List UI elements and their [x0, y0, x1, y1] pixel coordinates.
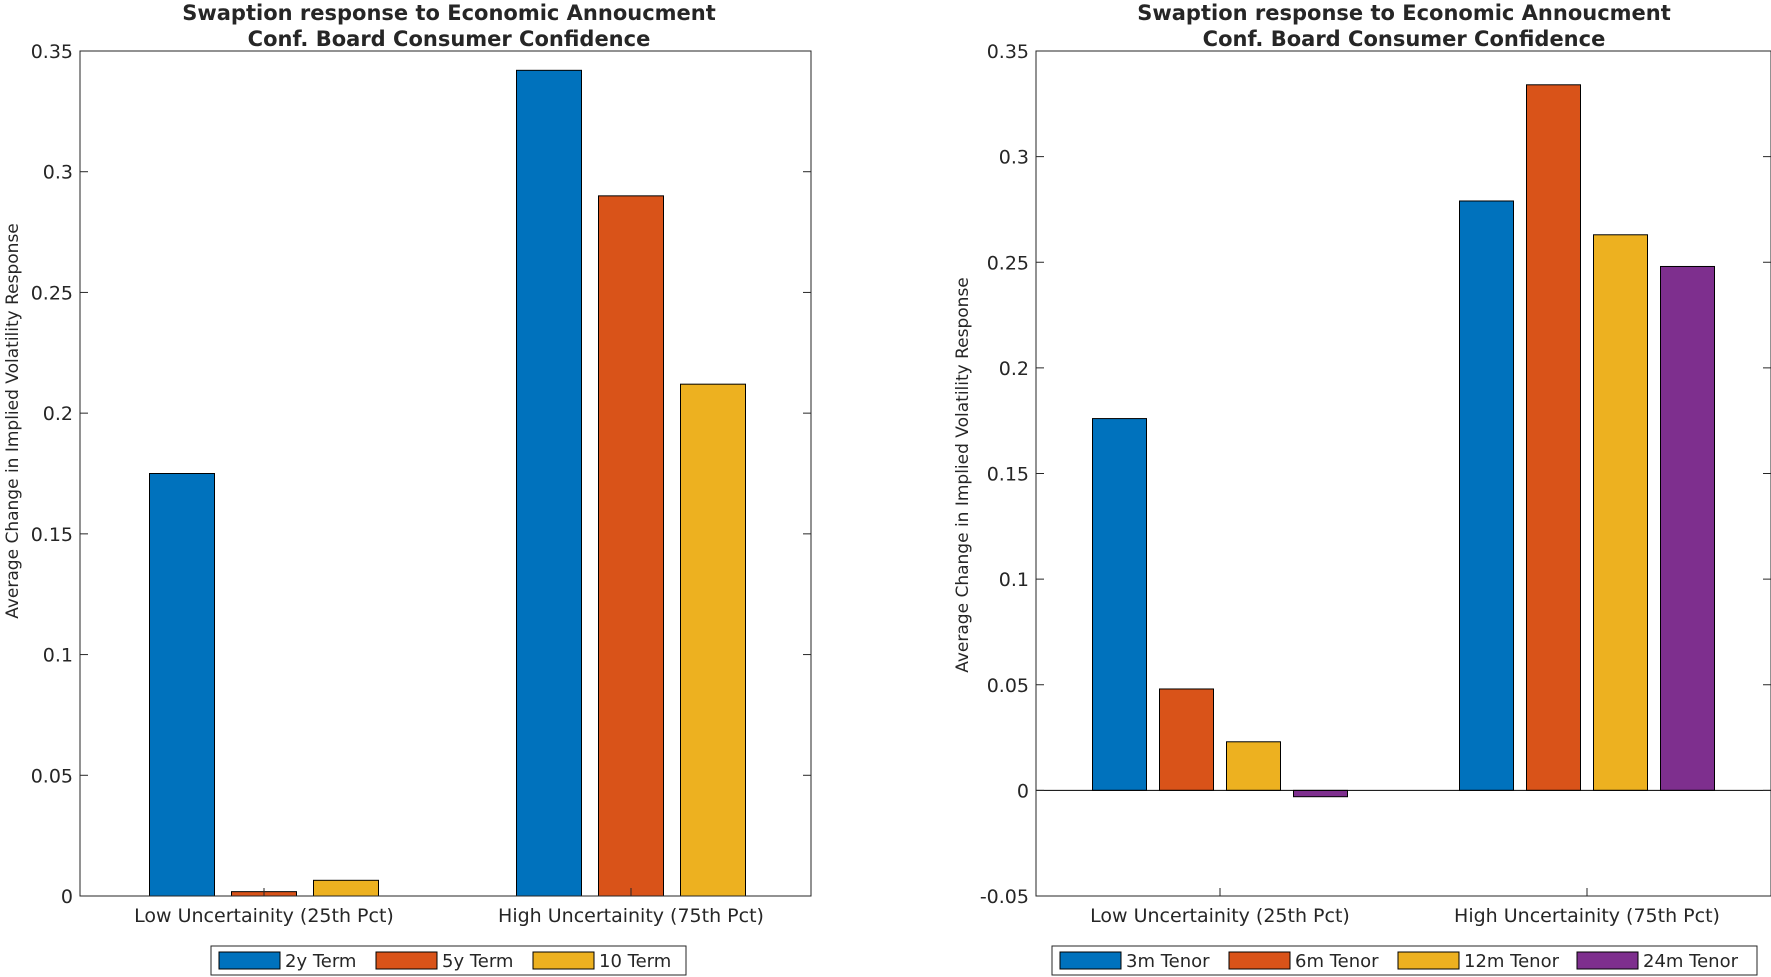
chart-right-legend-label-24m-tenor: 24m Tenor [1643, 951, 1739, 972]
chart-right-legend-label-6m-tenor: 6m Tenor [1295, 951, 1379, 972]
chart-right-bar-6m-tenor-low [1159, 688, 1214, 791]
chart-right-legend-label-3m-tenor: 3m Tenor [1126, 951, 1210, 972]
chart-right-y-ticks: -0.05 0 0.05 0.1 0.15 0.2 0.25 0.3 0.35 [980, 41, 1771, 908]
chart-right-bars [1092, 84, 1715, 798]
chart-right-bar-3m-tenor-high [1459, 200, 1514, 791]
chart-right-y-tick-label: 0.05 [987, 675, 1029, 697]
chart-left-y-ticks: 0 0.05 0.1 0.15 0.2 0.25 0.3 0.35 [31, 41, 811, 908]
chart-right-y-tick-label: 0.35 [987, 41, 1029, 63]
chart-left-bar-2y-term-high [516, 69, 582, 897]
chart-right-y-tick-label: 0.25 [987, 252, 1029, 274]
chart-right-bar-3m-tenor-low [1092, 418, 1147, 791]
chart-right-bar-24m-tenor-high [1660, 265, 1715, 791]
chart-right-y-tick-label: 0.15 [987, 464, 1029, 486]
chart-left-y-tick-label: 0.25 [31, 282, 73, 304]
chart-left-y-tick-label: 0.15 [31, 524, 73, 546]
chart-right-title-line2: Conf. Board Consumer Confidence [1203, 27, 1606, 51]
chart-right-y-tick-label: 0 [1017, 780, 1029, 802]
chart-left-title-line1: Swaption response to Economic Annoucment [182, 1, 716, 25]
chart-left-legend-label-5y-term: 5y Term [442, 951, 513, 972]
chart-right-bar-12m-tenor-high [1593, 234, 1648, 791]
chart-left-y-tick-label: 0 [61, 886, 73, 908]
chart-right-bar-12m-tenor-low [1226, 741, 1281, 791]
chart-right-y-tick-label: -0.05 [980, 886, 1029, 908]
chart-right-y-tick-label: 0.3 [999, 147, 1029, 169]
chart-left-y-tick-label: 0.1 [43, 645, 73, 667]
chart-right-category-label-low: Low Uncertainity (25th Pct) [1090, 905, 1350, 927]
chart-right-y-axis-label: Average Change in Implied Volatility Res… [953, 277, 973, 673]
chart-left-bar-5y-term-high [598, 195, 664, 897]
chart-right-legend-swatch-3m-tenor [1059, 951, 1122, 970]
chart-right-legend-swatch-24m-tenor [1576, 951, 1639, 970]
chart-left-legend-swatch-10-term [532, 951, 595, 970]
chart-left-bar-10-term-high [680, 383, 746, 897]
chart-left-title-line2: Conf. Board Consumer Confidence [248, 27, 651, 51]
chart-left: Swaption response to Economic Annoucment… [3, 1, 812, 976]
chart-left-axes-box [79, 50, 812, 897]
chart-left-y-tick-label: 0.3 [43, 162, 73, 184]
chart-left-category-label-low: Low Uncertainity (25th Pct) [134, 905, 394, 927]
chart-left-legend: 2y Term 5y Term 10 Term [210, 945, 687, 976]
chart-left-bar-2y-term-low [149, 473, 215, 897]
chart-left-y-axis-label: Average Change in Implied Volatility Res… [3, 223, 23, 619]
chart-right-y-tick-label: 0.2 [999, 358, 1029, 380]
chart-right-legend: 3m Tenor 6m Tenor 12m Tenor 24m Tenor [1051, 945, 1758, 976]
chart-right: Swaption response to Economic Annoucment… [953, 1, 1771, 976]
chart-left-bars [149, 69, 746, 897]
chart-right-y-tick-label: 0.1 [999, 569, 1029, 591]
chart-left-y-tick-label: 0.35 [31, 41, 73, 63]
chart-left-legend-label-10-term: 10 Term [599, 951, 671, 972]
chart-left-legend-swatch-5y-term [375, 951, 438, 970]
chart-left-legend-swatch-2y-term [218, 951, 281, 970]
chart-right-bar-6m-tenor-high [1526, 84, 1581, 791]
chart-left-y-tick-label: 0.05 [31, 765, 73, 787]
chart-right-bar-24m-tenor-low [1293, 789, 1348, 798]
chart-right-legend-swatch-6m-tenor [1228, 951, 1291, 970]
chart-left-bar-10-term-low [313, 879, 379, 897]
chart-right-legend-label-12m-tenor: 12m Tenor [1464, 951, 1560, 972]
chart-left-category-label-high: High Uncertainity (75th Pct) [498, 905, 764, 927]
chart-left-legend-label-2y-term: 2y Term [285, 951, 356, 972]
chart-right-category-label-high: High Uncertainity (75th Pct) [1454, 905, 1720, 927]
chart-left-y-tick-label: 0.2 [43, 403, 73, 425]
chart-right-legend-swatch-12m-tenor [1397, 951, 1460, 970]
chart-left-axes [79, 50, 812, 897]
chart-right-title-line1: Swaption response to Economic Annoucment [1137, 1, 1671, 25]
chart-left-legend-box [210, 945, 687, 976]
